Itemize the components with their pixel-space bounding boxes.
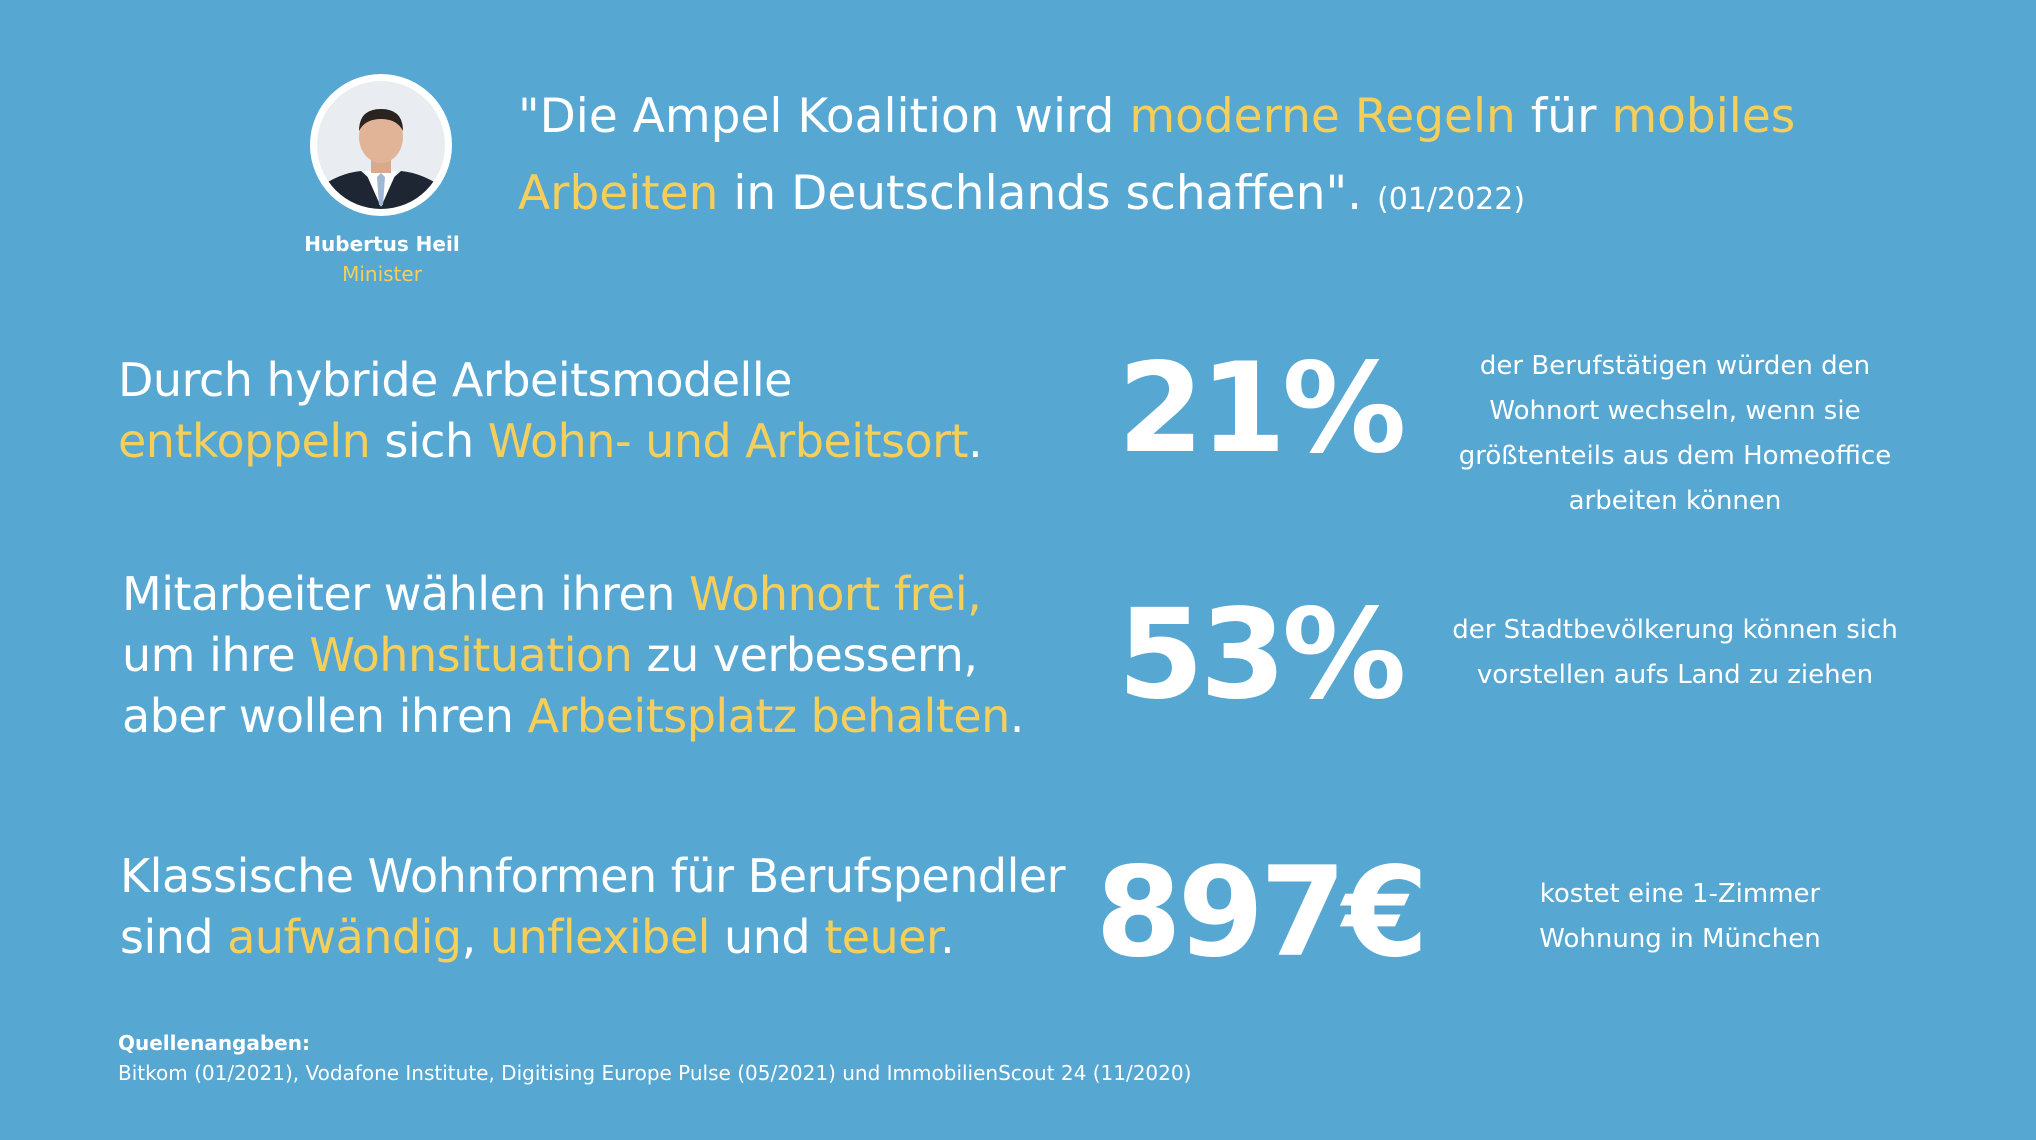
stat-description-line: größtenteils aus dem Homeoffice [1458,441,1892,471]
statement-segment: . [968,414,983,468]
stat-description-line: der Berufstätigen würden den [1479,351,1871,381]
statement-segment: zu verbessern, [632,628,978,682]
stat-value-53-percent: 53% [1117,583,1407,727]
statement-highlight: entkoppeln [118,414,371,468]
statement-line: Mitarbeiter wählen ihren Wohnort frei, [122,564,1024,625]
stat-value-rent-price: 897€ [1095,841,1428,985]
stat-description-line: der Stadtbevölkerung können sich [1452,615,1898,645]
statement-highlight: Wohnsituation [309,628,633,682]
statement-highlight: Wohn- und Arbeitsort [487,414,969,468]
statement-highlight: Wohnort frei, [689,567,982,621]
quote-highlight: mobiles Arbeiten [518,89,1796,221]
speaker-avatar-frame [310,74,452,216]
statement-segment: . [1009,689,1025,743]
statement-segment: , [461,910,490,964]
quote-segment: "Die Ampel Koalition wird [518,89,1130,144]
statement-segment: sich [370,414,488,468]
statement-hybrid-work: Durch hybride Arbeitsmodelle entkoppeln … [118,350,983,472]
statement-highlight: unflexibel [489,910,711,964]
statement-line: sind aufwändig, unflexibel und teuer. [120,907,1065,968]
statement-commuter-housing: Klassische Wohnformen für Berufspendler … [120,846,1066,968]
statement-highlight: teuer [824,910,941,964]
quote-segment: für [1515,89,1612,144]
statement-line: Durch hybride Arbeitsmodelle [118,353,792,407]
stat-description-line: Wohnung in München [1539,924,1821,954]
stat-description: kostet eine 1-Zimmer Wohnung in München [1430,872,1930,962]
quote-highlight: moderne Regeln [1129,89,1516,144]
speaker-role: Minister [342,262,422,286]
statement-line: aber wollen ihren Arbeitsplatz behalten. [122,686,1024,747]
statement-segment: und [709,910,825,964]
statement-line: entkoppeln sich Wohn- und Arbeitsort. [118,411,983,472]
sources-footnote: Quellenangaben: Bitkom (01/2021), Vodafo… [118,1028,1191,1088]
speaker-name: Hubertus Heil [304,232,460,256]
stat-description: der Stadtbevölkerung können sich vorstel… [1430,608,1920,698]
statement-segment: aber wollen ihren [122,689,528,743]
stat-description: der Berufstätigen würden den Wohnort wec… [1430,344,1920,524]
statement-highlight: aufwändig [227,910,462,964]
stat-description-line: kostet eine 1-Zimmer [1539,879,1821,909]
statement-line: Klassische Wohnformen für Berufspendler [120,849,1066,903]
quote-segment: in Deutschlands schaffen". [718,166,1363,221]
sources-text: Bitkom (01/2021), Vodafone Institute, Di… [118,1061,1192,1085]
stat-description-line: Wohnort wechseln, wenn sie [1489,396,1861,426]
statement-line: um ihre Wohnsituation zu verbessern, [122,625,1024,686]
stat-value-21-percent: 21% [1117,337,1407,481]
statement-segment: um ihre [122,628,310,682]
statement-segment: Mitarbeiter wählen ihren [122,567,689,621]
statement-highlight: Arbeitsplatz behalten [527,689,1011,743]
statement-segment: . [940,910,955,964]
sources-title: Quellenangaben: [118,1031,310,1055]
statement-segment: sind [120,910,228,964]
stat-description-line: arbeiten können [1568,486,1782,516]
quote-text: "Die Ampel Koalition wird moderne Regeln… [518,78,1898,238]
stat-description-line: vorstellen aufs Land zu ziehen [1476,660,1874,690]
speaker-portrait-photo [317,81,445,209]
quote-date: (01/2022) [1377,182,1526,217]
statement-employees: Mitarbeiter wählen ihren Wohnort frei, u… [122,564,1024,747]
